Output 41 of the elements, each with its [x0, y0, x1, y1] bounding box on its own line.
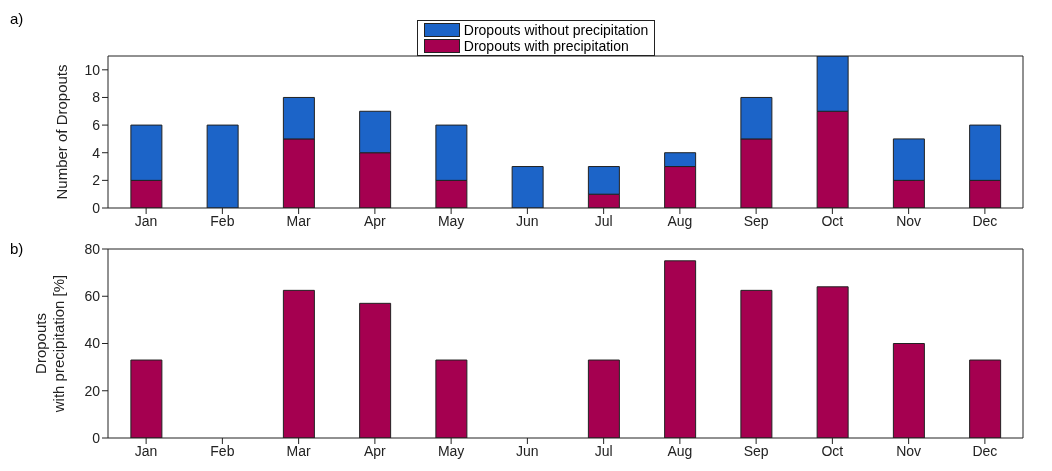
- x-tick-label: Sep: [743, 212, 769, 229]
- x-tick-label: Mar: [286, 212, 312, 229]
- x-tick-label: Oct: [821, 442, 844, 459]
- y-tick-label: 0: [92, 429, 101, 446]
- x-tick-label: Jan: [134, 212, 158, 229]
- x-tick-label: Jan: [134, 442, 158, 459]
- x-tick-label: Jun: [516, 212, 539, 229]
- x-tick-label: Jul: [594, 212, 613, 229]
- y-tick-label: 80: [84, 240, 101, 257]
- y-tick-label: 8: [92, 89, 101, 106]
- y-tick-label: 10: [84, 61, 101, 78]
- y-tick-label: 60: [84, 288, 101, 305]
- x-tick-label: Apr: [363, 442, 387, 459]
- x-tick-label: Aug: [667, 212, 693, 229]
- x-tick-label: Dec: [972, 442, 998, 459]
- x-tick-label: May: [437, 442, 465, 459]
- x-tick-label: Nov: [896, 212, 922, 229]
- x-tick-label: Dec: [972, 212, 998, 229]
- y-axis-title: Number of Dropouts: [53, 64, 70, 200]
- x-tick-label: Nov: [896, 442, 922, 459]
- y-tick-label: 0: [92, 199, 101, 216]
- x-tick-label: Aug: [667, 442, 693, 459]
- x-tick-label: Feb: [210, 212, 235, 229]
- x-tick-label: Jun: [516, 442, 539, 459]
- x-tick-label: Oct: [821, 212, 844, 229]
- x-tick-label: Mar: [286, 442, 312, 459]
- y-tick-label: 20: [84, 382, 101, 399]
- legend-label: Dropouts with precipitation: [463, 38, 629, 54]
- x-tick-label: Jul: [594, 442, 613, 459]
- x-tick-label: May: [437, 212, 465, 229]
- x-tick-label: Feb: [210, 442, 235, 459]
- x-tick-label: Sep: [743, 442, 769, 459]
- text: a): [10, 10, 24, 27]
- y-axis-title: Dropouts with precipitation [%]: [32, 274, 67, 414]
- x-tick-label: Apr: [363, 212, 387, 229]
- y-tick-label: 2: [92, 172, 101, 189]
- y-tick-label: 6: [92, 117, 101, 134]
- y-tick-label: 40: [84, 335, 101, 352]
- legend-label: Dropouts without precipitation: [463, 22, 649, 38]
- text: b): [10, 240, 24, 257]
- y-tick-label: 4: [92, 144, 101, 161]
